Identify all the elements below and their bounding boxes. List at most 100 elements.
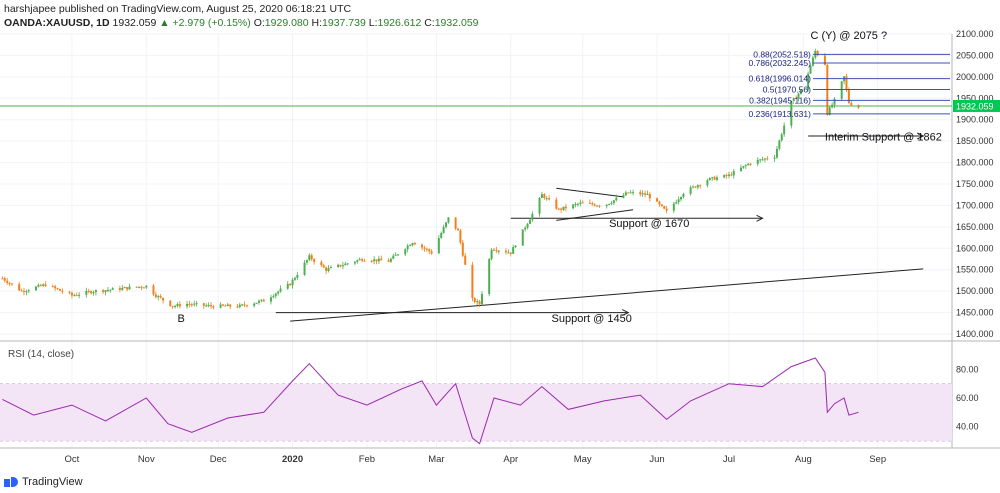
candle-body	[291, 279, 294, 286]
candle-body	[706, 180, 709, 186]
price-tick-label: 1500.000	[956, 286, 994, 296]
candle-body	[205, 305, 208, 307]
candle-body	[624, 192, 627, 196]
candle-body	[329, 267, 332, 269]
candle-body	[361, 259, 364, 261]
candle-body	[85, 290, 88, 295]
time-axis[interactable]: Oct Nov Dec 2020 Feb Mar Apr May Jun Jul Aug Sep	[65, 454, 887, 465]
candle-body	[660, 204, 663, 207]
price-axis[interactable]: 2100.000 2050.000 2000.000 1950.000 1900.000…	[956, 30, 994, 339]
annotations: C (Y) @ 2075 ? Interim Support @ 1862 Supp…	[177, 30, 941, 325]
candle-body	[615, 197, 618, 201]
candle-body	[564, 206, 567, 209]
candle-body	[346, 263, 349, 265]
candle-body	[305, 259, 308, 263]
candle-body	[255, 302, 258, 304]
open-label: O:	[253, 17, 265, 29]
candle-body	[545, 198, 548, 200]
candle-body	[828, 107, 831, 115]
candle-body	[56, 288, 59, 290]
candle-body	[363, 260, 366, 262]
candle-body	[25, 291, 28, 293]
candle-body	[406, 245, 409, 250]
candle-body	[598, 205, 601, 207]
candle-body	[471, 264, 474, 299]
candle-body	[174, 305, 177, 307]
triangle-lower-line	[556, 209, 634, 221]
candle-body	[548, 198, 551, 200]
candle-body	[70, 292, 73, 296]
fib-level-label: 0.88(2052.518)	[753, 49, 811, 59]
candle-body	[680, 197, 683, 200]
chart-area[interactable]: 2100.000 2050.000 2000.000 1950.000 1900.000…	[0, 30, 1000, 470]
candle-body	[442, 227, 445, 233]
symbol-info-bar: OANDA:XAUUSD, 1D 1932.059 ▲ +2.979 (+0.1…	[4, 17, 479, 29]
candle-body	[236, 306, 239, 308]
candle-body	[135, 286, 138, 288]
candle-body	[269, 297, 272, 302]
time-tick-label: Nov	[138, 454, 155, 465]
candle-body	[799, 89, 802, 94]
candle-body	[411, 243, 414, 246]
candle-body	[665, 208, 668, 211]
candle-body	[109, 289, 112, 291]
candle-body	[310, 255, 313, 260]
candle-body	[461, 242, 464, 256]
candle-body	[145, 285, 148, 288]
candle-body	[711, 177, 714, 179]
candle-body	[118, 288, 121, 290]
candle-body	[725, 174, 728, 176]
candle-body	[514, 245, 517, 248]
candle-body	[478, 301, 481, 305]
candle-body	[639, 192, 642, 195]
brand-name: TradingView	[22, 476, 83, 488]
candle-body	[140, 286, 143, 288]
candle-body	[557, 208, 560, 210]
candle-body	[612, 200, 615, 203]
candle-body	[540, 194, 543, 198]
time-tick-label: May	[574, 454, 592, 465]
candle-body	[756, 159, 759, 164]
candle-body	[142, 287, 145, 289]
candle-body	[492, 249, 495, 251]
candle-body	[75, 295, 78, 297]
candle-body	[807, 73, 810, 90]
candle-body	[272, 296, 275, 298]
fib-level-label: 0.382(1945.116)	[749, 95, 811, 105]
candle-body	[210, 305, 213, 307]
candle-body	[790, 101, 793, 126]
candle-body	[397, 254, 400, 256]
candle-body	[39, 284, 42, 286]
rsi-title: RSI (14, close)	[8, 349, 74, 360]
time-tick-label: Aug	[795, 454, 812, 465]
time-tick-label: 2020	[282, 454, 303, 465]
candle-body	[663, 206, 666, 209]
candle-body	[423, 247, 426, 249]
candle-body	[389, 258, 392, 262]
triangle-upper-line	[556, 187, 624, 198]
candle-body	[344, 263, 347, 266]
candle-body	[202, 303, 205, 306]
candle-body	[106, 290, 109, 292]
time-tick-label: Apr	[503, 454, 518, 465]
candle-body	[445, 222, 448, 228]
candle-body	[775, 148, 778, 158]
price-tick-label: 1700.000	[956, 200, 994, 210]
candle-body	[387, 260, 390, 262]
candle-body	[245, 305, 248, 307]
candle-body	[1, 278, 4, 280]
candle-body	[459, 230, 462, 243]
annotation-text: Support @ 1450	[552, 313, 632, 325]
annotation-text: B	[177, 313, 184, 325]
price-tick-label: 2000.000	[956, 72, 994, 82]
rsi-tick-label: 60.00	[956, 393, 979, 403]
candle-body	[377, 258, 380, 262]
candle-body	[154, 294, 157, 298]
candle-body	[37, 284, 40, 287]
candle-body	[739, 167, 742, 172]
candle-body	[241, 304, 244, 306]
candle-body	[262, 299, 265, 302]
candle-body	[761, 159, 764, 161]
fib-level-label: 0.786(2032.245)	[749, 58, 812, 68]
candle-body	[303, 262, 306, 275]
